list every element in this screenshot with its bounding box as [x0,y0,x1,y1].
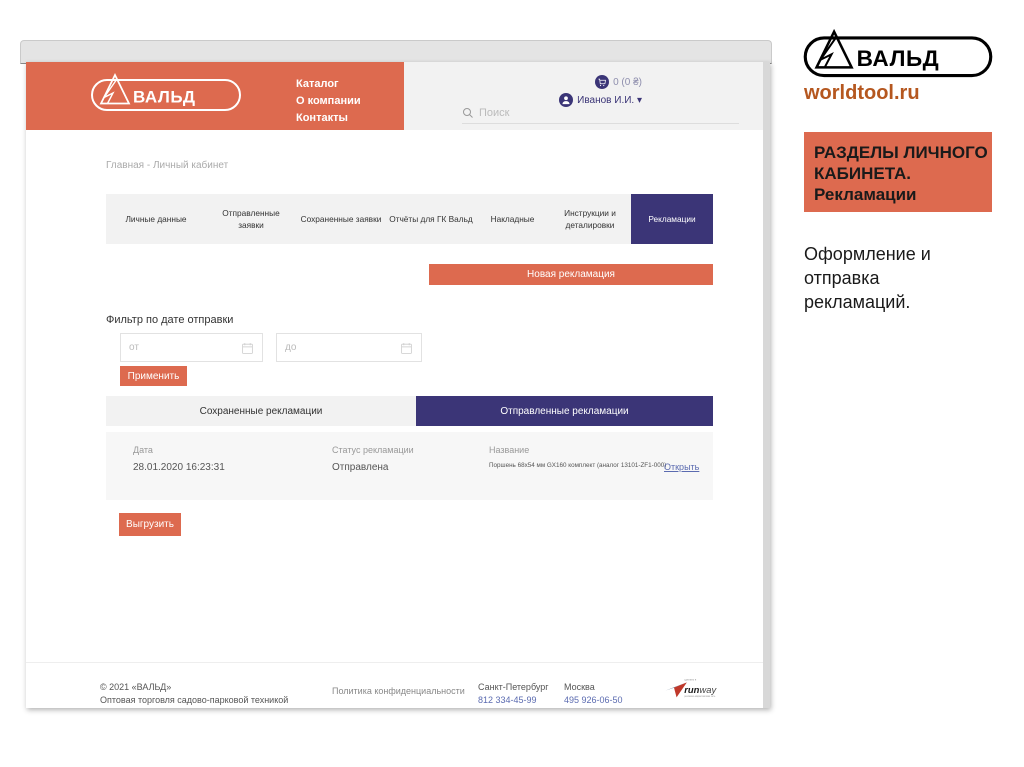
svg-text:ВАЛЬД: ВАЛЬД [857,46,940,71]
